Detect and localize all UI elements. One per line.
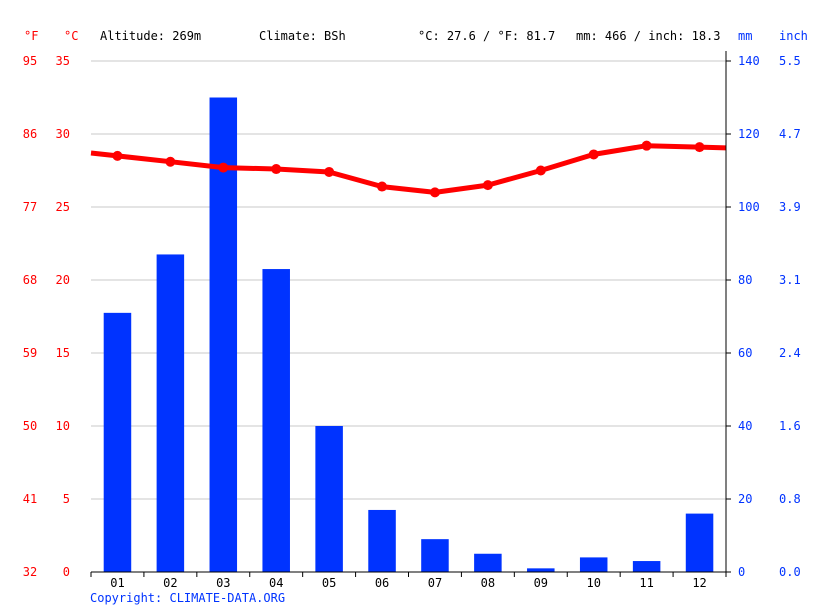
x-tick-label: 06 (375, 576, 389, 590)
temperature-point (429, 187, 440, 198)
precipitation-bar (368, 509, 396, 572)
temperature-average-label: °C: 27.6 / °F: 81.7 (418, 29, 555, 43)
y-tick-f: 41 (23, 492, 37, 506)
y-tick-mm: 0 (738, 565, 745, 579)
precipitation-bar (156, 254, 185, 572)
temperature-point (271, 164, 282, 175)
x-tick-label: 02 (163, 576, 177, 590)
y-tick-mm: 80 (738, 273, 752, 287)
x-tick-label: 07 (428, 576, 442, 590)
y-tick-inch: 0.8 (779, 492, 801, 506)
temperature-point (324, 166, 335, 177)
unit-c-label: °C (64, 29, 78, 43)
y-tick-c: 5 (63, 492, 70, 506)
y-tick-f: 86 (23, 127, 37, 141)
y-tick-mm: 100 (738, 200, 760, 214)
x-tick-label: 12 (692, 576, 706, 590)
y-tick-inch: 3.1 (779, 273, 801, 287)
x-tick-label: 11 (639, 576, 653, 590)
y-tick-c: 10 (56, 419, 70, 433)
temperature-point (588, 149, 599, 160)
precipitation-bar (685, 513, 714, 572)
y-tick-f: 95 (23, 54, 37, 68)
y-tick-f: 32 (23, 565, 37, 579)
altitude-label: Altitude: 269m (100, 29, 201, 43)
x-tick-label: 08 (481, 576, 495, 590)
y-tick-c: 25 (56, 200, 70, 214)
unit-f-label: °F (24, 29, 38, 43)
y-tick-c: 20 (56, 273, 70, 287)
temperature-point (165, 156, 176, 167)
precipitation-total-label: mm: 466 / inch: 18.3 (576, 29, 721, 43)
climate-label: Climate: BSh (259, 29, 346, 43)
x-tick-label: 04 (269, 576, 283, 590)
x-tick-label: 03 (216, 576, 230, 590)
y-tick-inch: 4.7 (779, 127, 801, 141)
grid-lines (91, 60, 726, 500)
copyright-text: Copyright: CLIMATE-DATA.ORG (90, 591, 286, 605)
y-tick-inch: 5.5 (779, 54, 801, 68)
y-tick-c: 0 (63, 565, 70, 579)
y-tick-inch: 1.6 (779, 419, 801, 433)
temperature-line (90, 140, 727, 198)
y-tick-inch: 0.0 (779, 565, 801, 579)
temperature-point (535, 165, 546, 176)
y-tick-mm: 20 (738, 492, 752, 506)
precipitation-bar (103, 312, 132, 572)
precipitation-bar (421, 539, 449, 572)
temperature-point (482, 180, 493, 191)
precipitation-bar (474, 553, 502, 572)
y-tick-f: 77 (23, 200, 37, 214)
unit-mm-label: mm (738, 29, 752, 43)
precipitation-bar (262, 269, 290, 572)
tick-labels: 32 0 0 0.0 41 5 20 0.8 50 10 40 1.6 59 15 60 2.4 68 20 80 3… (23, 54, 801, 590)
temperature-point (218, 162, 229, 173)
y-tick-mm: 60 (738, 346, 752, 360)
precipitation-bar (527, 568, 555, 572)
precipitation-bars (103, 97, 714, 572)
x-tick-label: 09 (534, 576, 548, 590)
y-tick-mm: 140 (738, 54, 760, 68)
temperature-point (377, 181, 388, 192)
y-tick-mm: 120 (738, 127, 760, 141)
precipitation-bar (579, 557, 608, 572)
temperature-line-path (90, 143, 727, 195)
x-tick-label: 05 (322, 576, 336, 590)
y-tick-c: 35 (56, 54, 70, 68)
y-tick-inch: 2.4 (779, 346, 801, 360)
y-tick-inch: 3.9 (779, 200, 801, 214)
y-tick-mm: 40 (738, 419, 752, 433)
y-tick-c: 30 (56, 127, 70, 141)
y-tick-f: 68 (23, 273, 37, 287)
x-tick-label: 01 (110, 576, 124, 590)
temperature-point (112, 150, 123, 161)
unit-inch-label: inch (779, 29, 808, 43)
y-tick-c: 15 (56, 346, 70, 360)
temperature-point (694, 142, 705, 153)
precipitation-bar (632, 561, 661, 572)
y-tick-f: 59 (23, 346, 37, 360)
precipitation-bar (209, 97, 238, 572)
x-tick-label: 10 (586, 576, 600, 590)
precipitation-bar (315, 426, 343, 572)
axes (90, 51, 731, 577)
y-tick-f: 50 (23, 419, 37, 433)
temperature-point (641, 140, 652, 151)
